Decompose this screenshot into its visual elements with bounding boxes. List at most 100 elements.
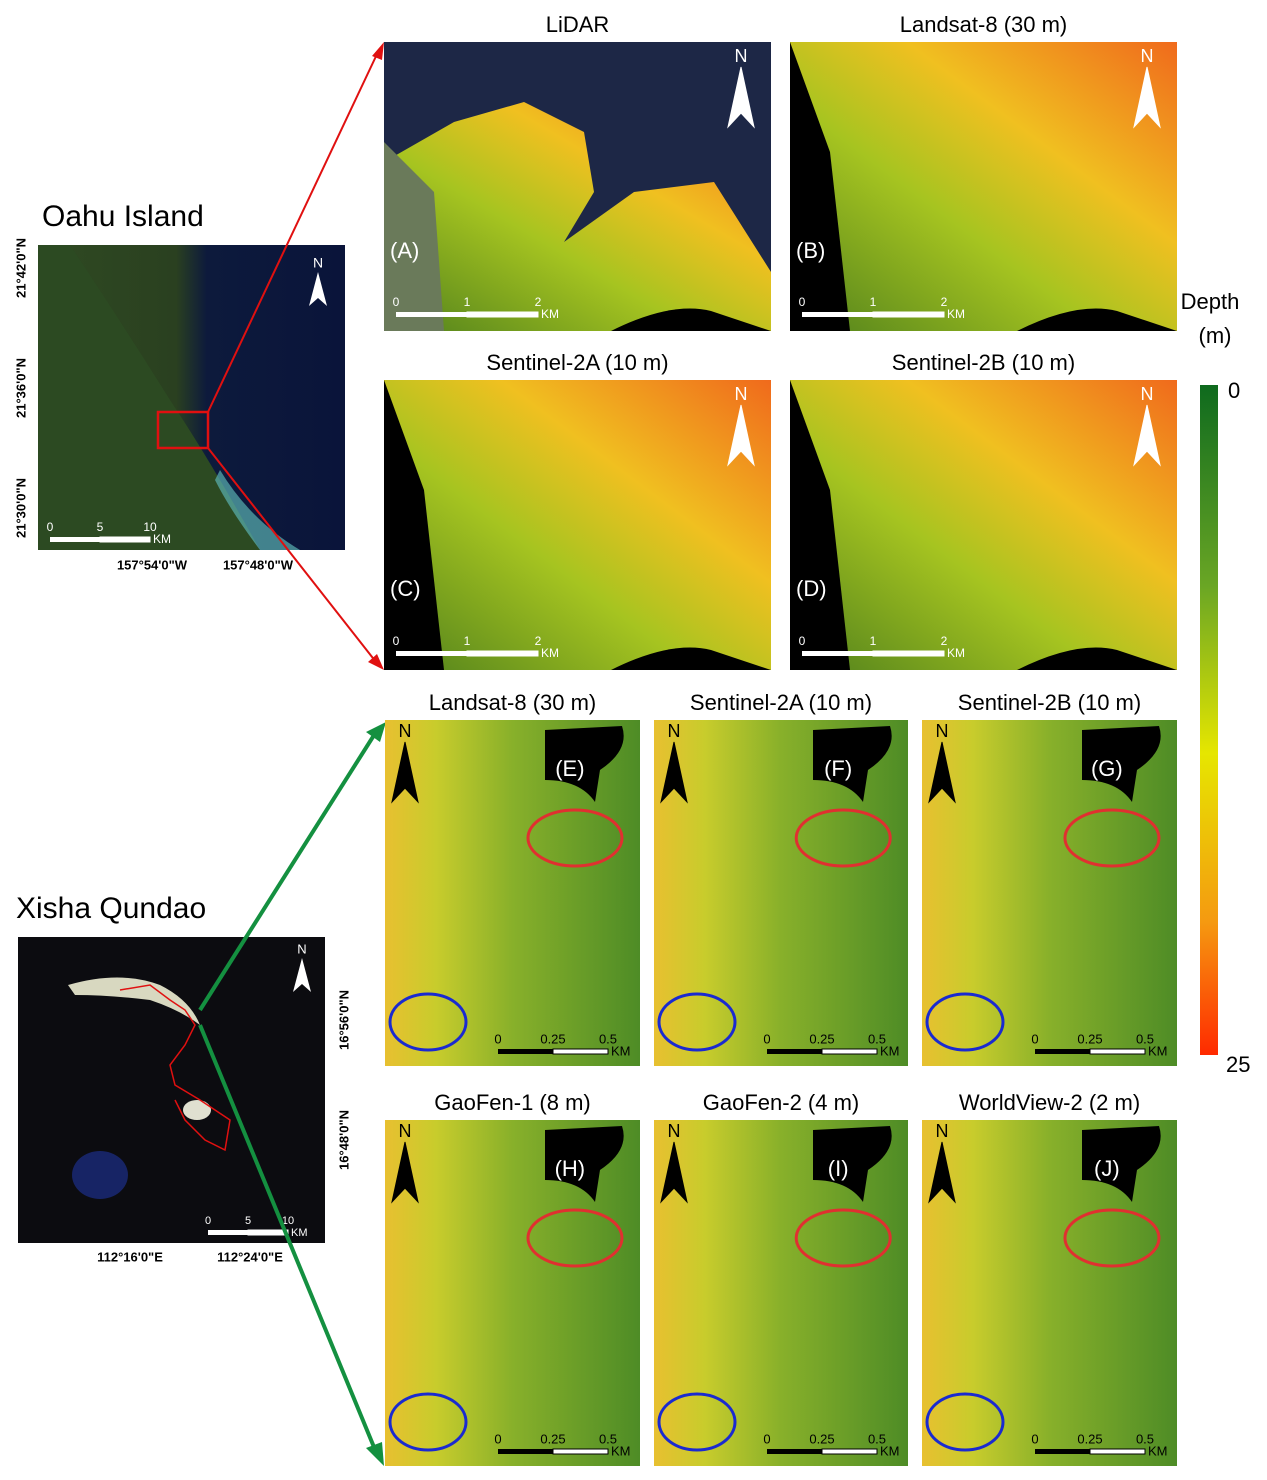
scale-label: 0.25 <box>809 1031 834 1046</box>
depth-image <box>790 42 1177 331</box>
north-label: N <box>1141 384 1154 404</box>
colorbar <box>1200 385 1218 1055</box>
scale-unit: KM <box>947 646 965 660</box>
lon-label: 112°16'0"E <box>97 1249 163 1264</box>
highlight-ellipse <box>657 992 737 1052</box>
map-panel: Sentinel-2A (10 m) N (C) 0 1 2KM <box>384 350 771 670</box>
depth-image <box>922 720 1177 1066</box>
map-panel: WorldView-2 (2 m) N (J) 0 0.25 0.5KM <box>922 1090 1177 1466</box>
scale-unit: KM <box>611 1043 631 1058</box>
no-data <box>611 308 771 331</box>
panel-title: Landsat-8 (30 m) <box>429 690 597 715</box>
island <box>68 977 200 1025</box>
legend-min: 0 <box>1228 378 1240 403</box>
highlight-ellipse <box>1063 1208 1161 1268</box>
north-arrow <box>391 1141 419 1204</box>
scale-bar <box>767 1049 822 1054</box>
north-arrow <box>1133 404 1161 467</box>
panel-title: Sentinel-2A (10 m) <box>690 690 872 715</box>
scale-label: 2 <box>535 634 542 648</box>
north-label: N <box>936 721 949 741</box>
scale-label: 0 <box>1031 1031 1038 1046</box>
scale-unit: KM <box>947 307 965 321</box>
depth-image <box>654 1120 908 1466</box>
scale-bar <box>466 650 539 657</box>
panel-label: (E) <box>555 756 584 781</box>
north-arrow <box>391 741 419 804</box>
highlight-ellipse <box>794 1208 892 1268</box>
scale-bar <box>498 1449 553 1454</box>
scale-bar <box>1089 1448 1146 1455</box>
scale-bar <box>396 651 467 656</box>
reef-depth <box>384 102 771 331</box>
panel-label: (J) <box>1094 1156 1120 1181</box>
no-data <box>813 1126 892 1202</box>
scale-bar <box>1035 1049 1090 1054</box>
north-label: N <box>735 46 748 66</box>
highlight-ellipse <box>1063 808 1161 868</box>
no-data <box>1082 726 1161 802</box>
connector <box>198 730 378 1012</box>
survey-track <box>119 984 231 1152</box>
scale-bar <box>247 1229 289 1236</box>
panel-title: Landsat-8 (30 m) <box>900 12 1068 37</box>
map-panel: Sentinel-2B (10 m) N (G) 0 0.25 0.5KM <box>922 690 1177 1066</box>
panel-title: LiDAR <box>546 12 610 37</box>
map-panel: GaoFen-1 (8 m) N (H) 0 0.25 0.5KM <box>385 1090 640 1466</box>
lon-label: 157°54'0"W <box>117 557 188 572</box>
panel-title: Sentinel-2A (10 m) <box>486 350 668 375</box>
scale-label: 0.25 <box>540 1031 565 1046</box>
panel-label: (G) <box>1091 756 1123 781</box>
scale-label: 0 <box>799 295 806 309</box>
scale-bar <box>872 311 945 318</box>
panel-label: (A) <box>390 238 419 263</box>
scale-label: 0.5 <box>599 1431 617 1446</box>
no-data <box>813 726 892 802</box>
depth-image <box>922 1120 1177 1466</box>
map-panel: Sentinel-2A (10 m) N (F) 0 0.25 0.5KM <box>654 690 908 1066</box>
north-arrow <box>928 741 956 804</box>
north-label: N <box>735 384 748 404</box>
scale-label: 0.5 <box>868 1031 886 1046</box>
scale-label: 10 <box>282 1215 294 1227</box>
scale-label: 0 <box>47 520 54 534</box>
no-data <box>384 380 444 670</box>
no-data <box>790 42 850 331</box>
highlight-ellipse <box>526 808 624 868</box>
panel-label: (B) <box>796 238 825 263</box>
scale-unit: KM <box>541 646 559 660</box>
north-arrow <box>1133 66 1161 129</box>
scale-label: 2 <box>535 295 542 309</box>
scale-bar <box>821 1448 878 1455</box>
scale-label: 0.25 <box>540 1431 565 1446</box>
scale-bar <box>99 536 151 543</box>
highlight-ellipse <box>657 1392 737 1452</box>
scale-label: 2 <box>941 295 948 309</box>
map-panel: Landsat-8 (30 m) N (E) 0 0.25 0.5KM <box>385 690 640 1066</box>
no-data <box>790 380 850 670</box>
land <box>38 245 260 550</box>
scale-bar <box>802 651 873 656</box>
panel-label: (I) <box>828 1156 849 1181</box>
scale-bar <box>208 1230 248 1235</box>
scale-bar <box>872 650 945 657</box>
north-arrow <box>309 272 327 306</box>
no-data <box>1082 1126 1161 1202</box>
scale-label: 0 <box>494 1431 501 1446</box>
north-arrow <box>727 404 755 467</box>
panel-label: (F) <box>824 756 852 781</box>
scale-label: 2 <box>941 634 948 648</box>
scale-bar <box>552 1448 609 1455</box>
map-panel: GaoFen-2 (4 m) N (I) 0 0.25 0.5KM <box>654 1090 908 1466</box>
scale-label: 1 <box>464 634 471 648</box>
scale-label: 0 <box>763 1431 770 1446</box>
scale-unit: KM <box>611 1443 631 1458</box>
scale-label: 0 <box>205 1215 211 1227</box>
scale-unit: KM <box>291 1227 308 1239</box>
scale-label: 0.5 <box>1136 1031 1154 1046</box>
north-arrow <box>727 66 755 129</box>
arrowhead <box>366 722 386 742</box>
lon-label: 112°24'0"E <box>217 1249 283 1264</box>
